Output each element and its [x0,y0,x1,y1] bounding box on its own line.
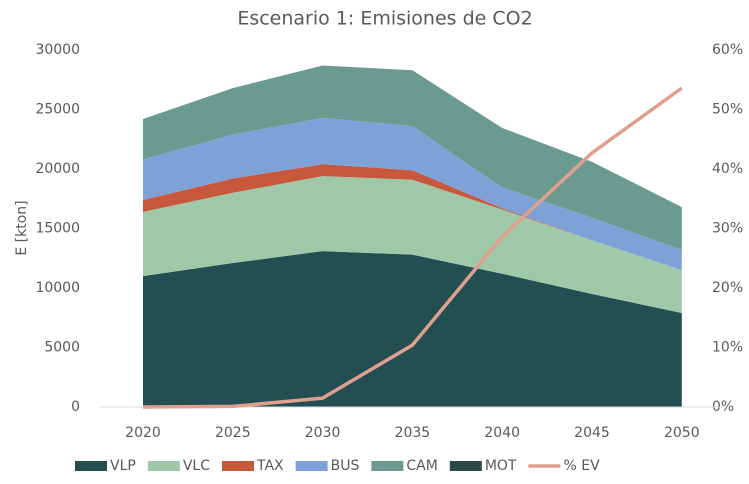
y-tick-label: 10000 [35,280,80,296]
legend-label: MOT [485,458,517,474]
y-tick-label: 15000 [35,221,80,237]
y2-tick-label: 30% [712,221,743,237]
y2-tick-label: 20% [712,280,743,296]
legend-swatch [147,461,180,471]
x-tick-label: 2045 [574,425,610,441]
area [143,65,682,250]
area [143,117,682,271]
y-tick-label: 20000 [35,161,80,177]
y-tick-label: 5000 [44,340,80,356]
area [143,176,682,313]
y2-tick-label: 10% [712,340,743,356]
y-tick-label: 30000 [35,42,80,58]
line [142,86,683,409]
y-tick-label: 0 [71,399,80,415]
area [143,251,682,407]
y-axis-label: E [kton] [14,200,30,255]
y2-tick-label: 60% [712,42,743,58]
legend-label: TAX [256,458,284,474]
legend-label: BUS [331,458,360,474]
legend-swatch [221,461,254,471]
x-tick-label: 2050 [664,425,700,441]
x-tick-label: 2035 [395,425,431,441]
legend-label: % EV [563,458,600,474]
x-tick-label: 2025 [215,425,251,441]
legend-label: VLP [110,458,136,474]
legend-swatch [75,461,107,471]
legend-swatch [295,461,328,471]
legend-swatch [371,461,404,471]
x-tick-label: 2040 [484,425,520,441]
y-tick-label: 25000 [35,102,80,118]
chart-title: Escenario 1: Emisiones de CO2 [237,8,532,30]
y2-tick-label: 50% [712,102,743,118]
y2-tick-label: 40% [712,161,743,177]
legend-swatch [449,461,482,471]
legend-label: CAM [406,458,437,474]
x-tick-label: 2020 [125,425,161,441]
legend-label: VLC [183,458,210,474]
x-tick-label: 2030 [305,425,341,441]
